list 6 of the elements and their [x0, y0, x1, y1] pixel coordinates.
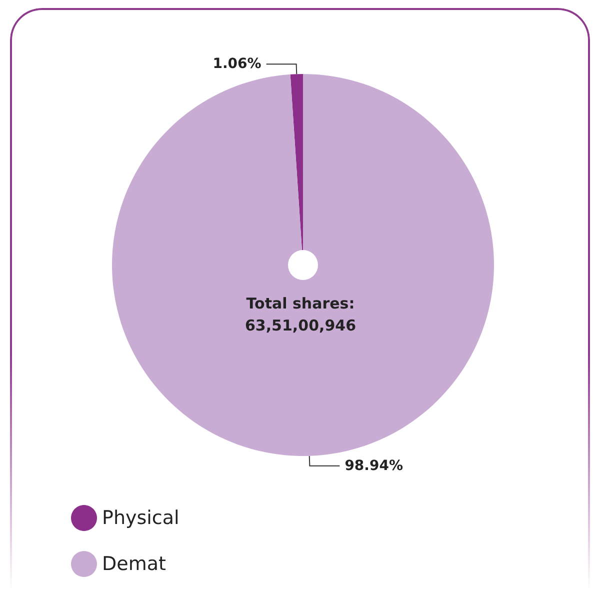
legend-label: Physical [102, 507, 180, 529]
legend-label: Demat [102, 553, 166, 575]
text: Total shares: [246, 294, 355, 312]
text: 63,51,00,946 [244, 316, 356, 334]
data-label: 1.06% [212, 56, 262, 72]
data-label: 98.94% [344, 458, 404, 474]
